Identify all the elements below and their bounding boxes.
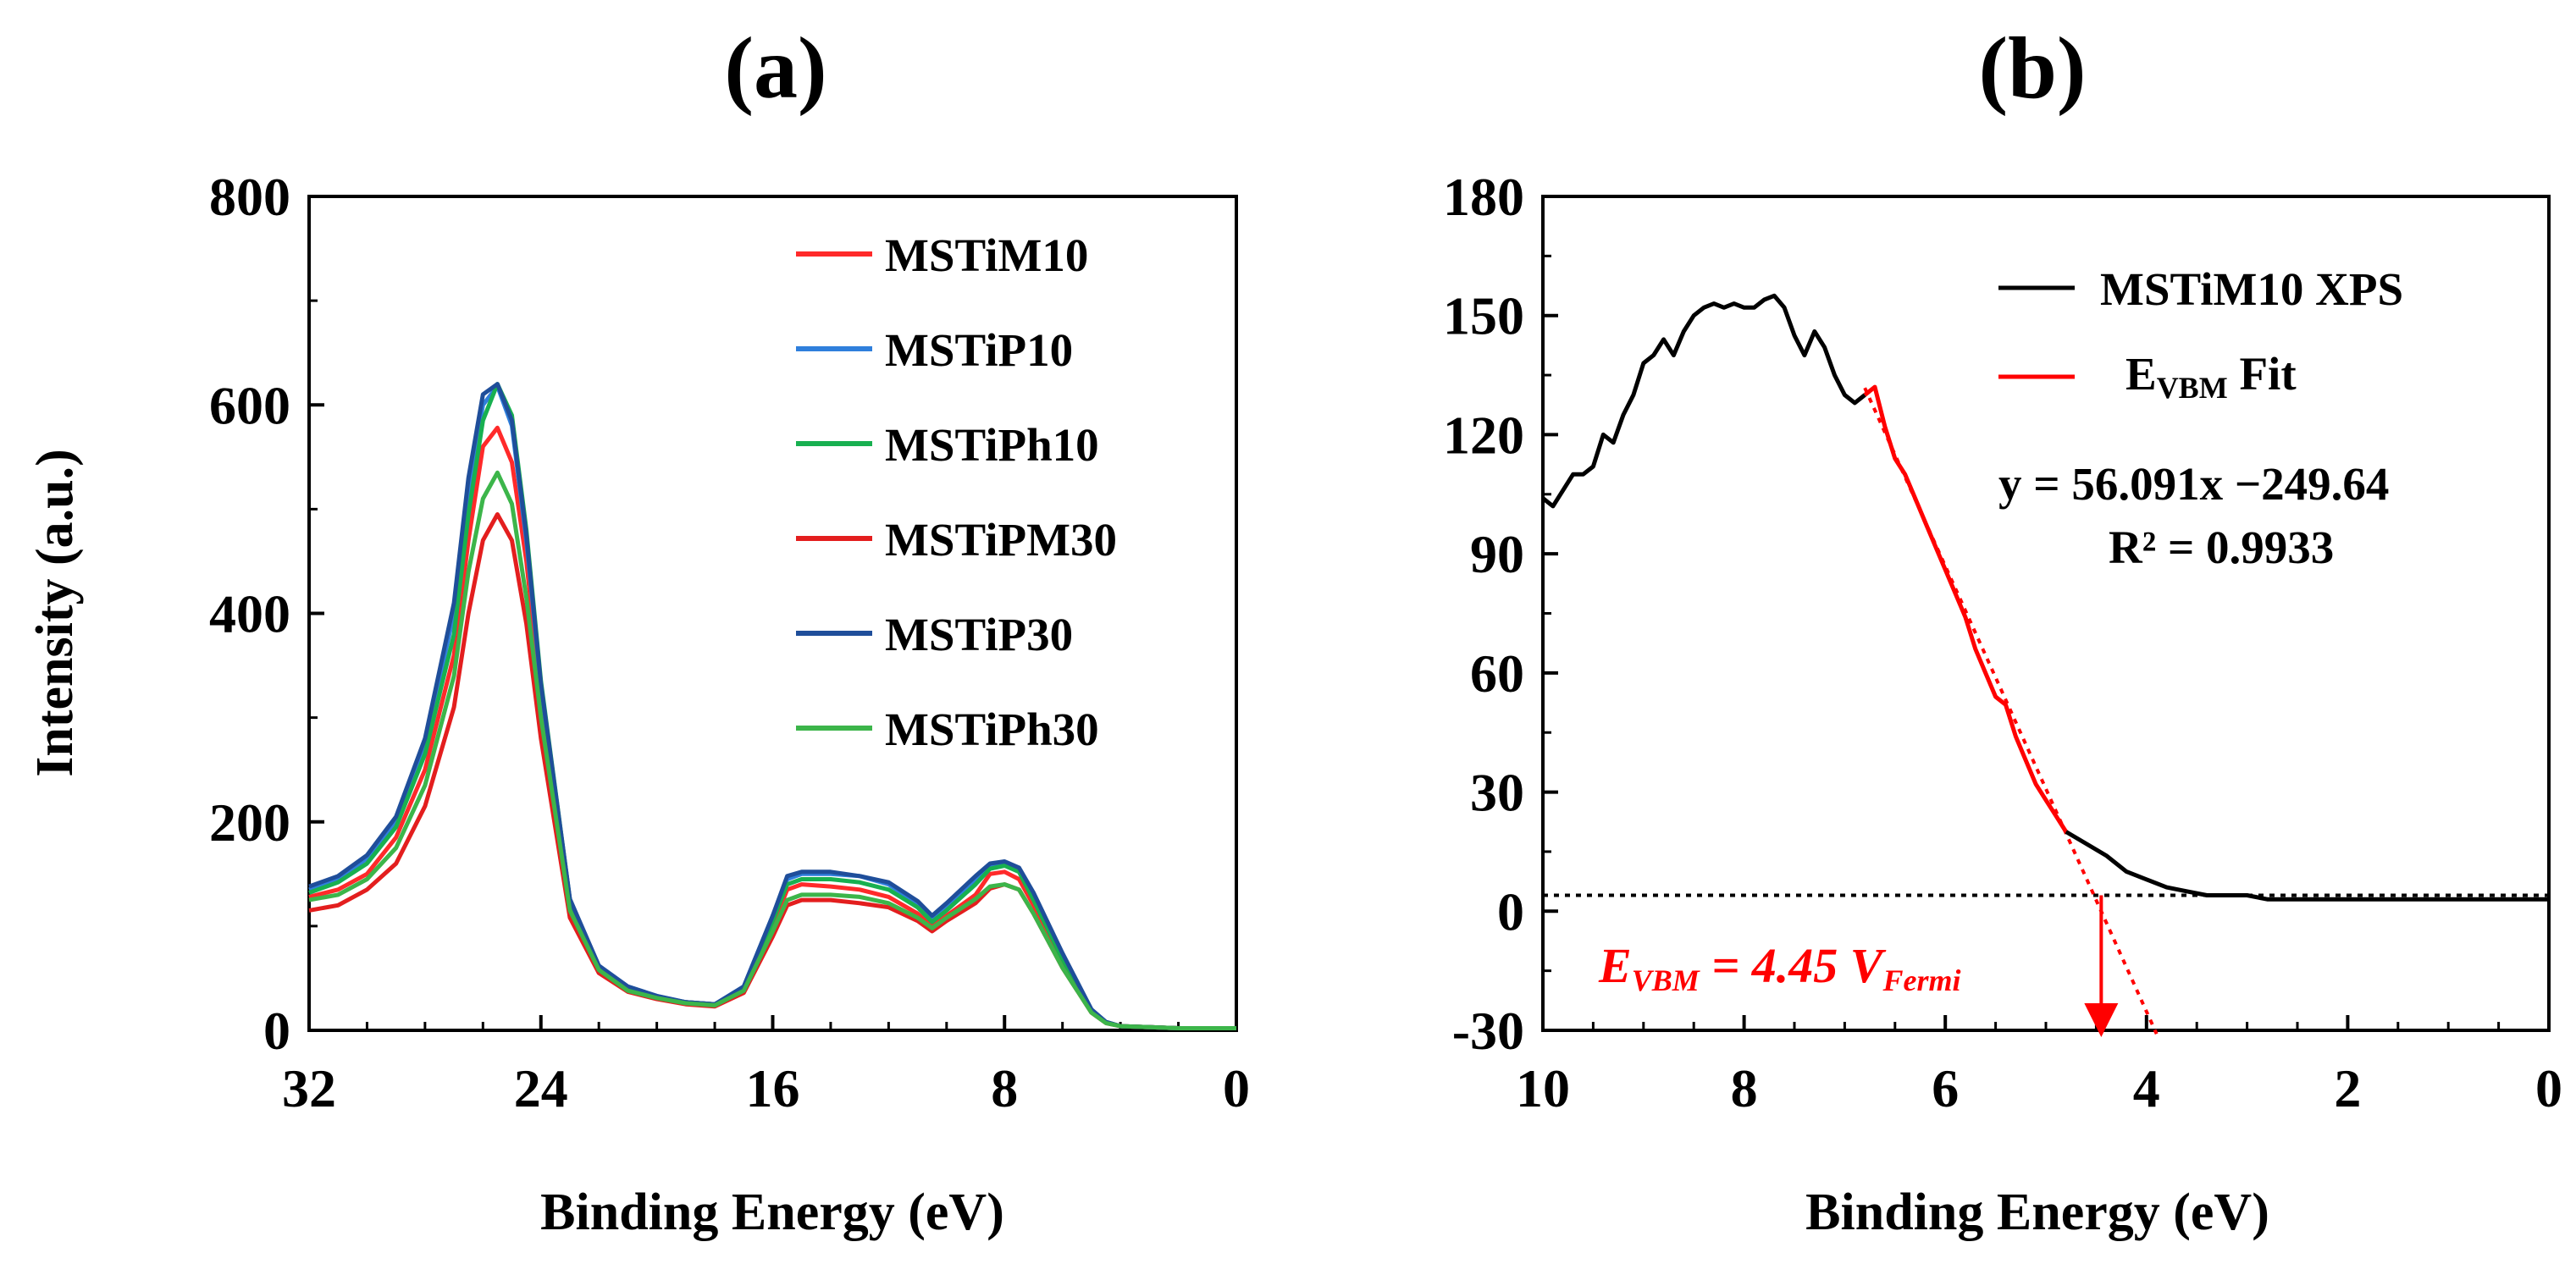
panel-a-series-line-5: [308, 470, 1236, 1030]
panel-b-series-line-2: [2065, 830, 2549, 902]
legend-label-mstip10: MSTiP10: [885, 324, 1073, 376]
panel-b-ytick-label: 30: [1470, 763, 1524, 823]
panel-a-xtick-label: 8: [991, 1058, 1018, 1118]
panel-b-ytick-label: 120: [1443, 405, 1524, 465]
panel-a-ytick-label: 0: [263, 1001, 290, 1061]
legend-label-mstip30: MSTiP30: [885, 609, 1073, 660]
panel-a-ytick-label: 400: [209, 584, 290, 644]
panel-a: (a) 0 200 400 600 800 32 24 16 8 0 Intensity (a.…: [26, 19, 1250, 1241]
panel-b-series-line-1: [1863, 384, 2068, 833]
legend-label-mstiph10: MSTiPh10: [885, 419, 1099, 471]
panel-b-xtick-label: 10: [1516, 1058, 1570, 1118]
evbm-unit-sub: Fermi: [1882, 963, 1960, 997]
evbm-annotation: EVBM = 4.45 VFermi: [1598, 938, 1961, 997]
panel-a-ytick-label: 800: [209, 167, 290, 227]
panel-b-xtick-label: 6: [1932, 1058, 1959, 1118]
panel-a-ytick-label: 600: [209, 375, 290, 435]
panel-b-ytick-label: 150: [1443, 286, 1524, 346]
panel-b: (b) -30 0 30 60 90 120 150 180 10 8 6 4 2 0 Binding …: [1443, 19, 2562, 1241]
panel-a-title: (a): [724, 19, 826, 117]
evbm-value: = 4.45 V: [1700, 938, 1887, 993]
panel-a-series-line-2: [308, 382, 1236, 1030]
legend-label-mstiph30: MSTiPh30: [885, 704, 1099, 755]
panel-b-series-line-0: [1541, 293, 1866, 509]
legend-fit-sub: VBM: [2157, 371, 2228, 405]
panel-a-xtick-label: 16: [746, 1058, 800, 1118]
panel-b-ytick-label: -30: [1452, 1001, 1524, 1061]
legend-fit-tail: Fit: [2228, 348, 2297, 400]
panel-b-title: (b): [1978, 19, 2086, 117]
legend-label-mstipm30: MSTiPM30: [885, 514, 1117, 566]
panel-a-series-line-3: [308, 512, 1236, 1030]
panel-b-xtick-label: 2: [2334, 1058, 2361, 1118]
evbm-e: E: [1598, 938, 1632, 993]
evbm-sub: VBM: [1632, 963, 1701, 997]
panel-b-ytick-label: 90: [1470, 524, 1524, 584]
panel-a-xtick-label: 32: [282, 1058, 336, 1118]
panel-b-xtick-label: 4: [2133, 1058, 2160, 1118]
legend-fit-e: E: [2125, 348, 2157, 400]
panel-a-y-axis-label: Intensity (a.u.): [26, 449, 84, 777]
fit-equation: y = 56.091x −249.64: [1998, 458, 2389, 510]
panel-a-xtick-label: 0: [1223, 1058, 1250, 1118]
panel-b-ytick-label: 180: [1443, 167, 1524, 227]
panel-a-legend: MSTiM10 MSTiP10 MSTiPh10 MSTiPM30 MSTiP30 MST…: [796, 229, 1117, 755]
panel-b-ytick-label: 60: [1470, 643, 1524, 704]
legend-label-xps: MSTiM10 XPS: [2100, 263, 2403, 315]
panel-a-series-line-4: [308, 382, 1236, 1030]
panel-b-x-axis-label: Binding Energy (eV): [1805, 1184, 2269, 1241]
panel-b-fit-line: [1863, 387, 2159, 1035]
panel-a-xtick-label: 24: [514, 1058, 568, 1118]
panel-b-xtick-label: 8: [1731, 1058, 1758, 1118]
panel-b-xtick-label: 0: [2535, 1058, 2562, 1118]
fit-r-squared: R² = 0.9933: [2109, 522, 2334, 573]
legend-label-fit: EVBM Fit: [2125, 348, 2297, 405]
legend-label-mstim10: MSTiM10: [885, 229, 1088, 281]
panel-a-plot-frame: [307, 195, 1238, 1032]
panel-b-ytick-label: 0: [1497, 881, 1524, 941]
panel-b-legend: MSTiM10 XPS EVBM Fit: [1998, 263, 2403, 405]
panel-a-x-axis-label: Binding Energy (eV): [540, 1184, 1004, 1241]
panel-b-plot-frame: [1541, 195, 2551, 1032]
panel-a-ytick-label: 200: [209, 792, 290, 853]
